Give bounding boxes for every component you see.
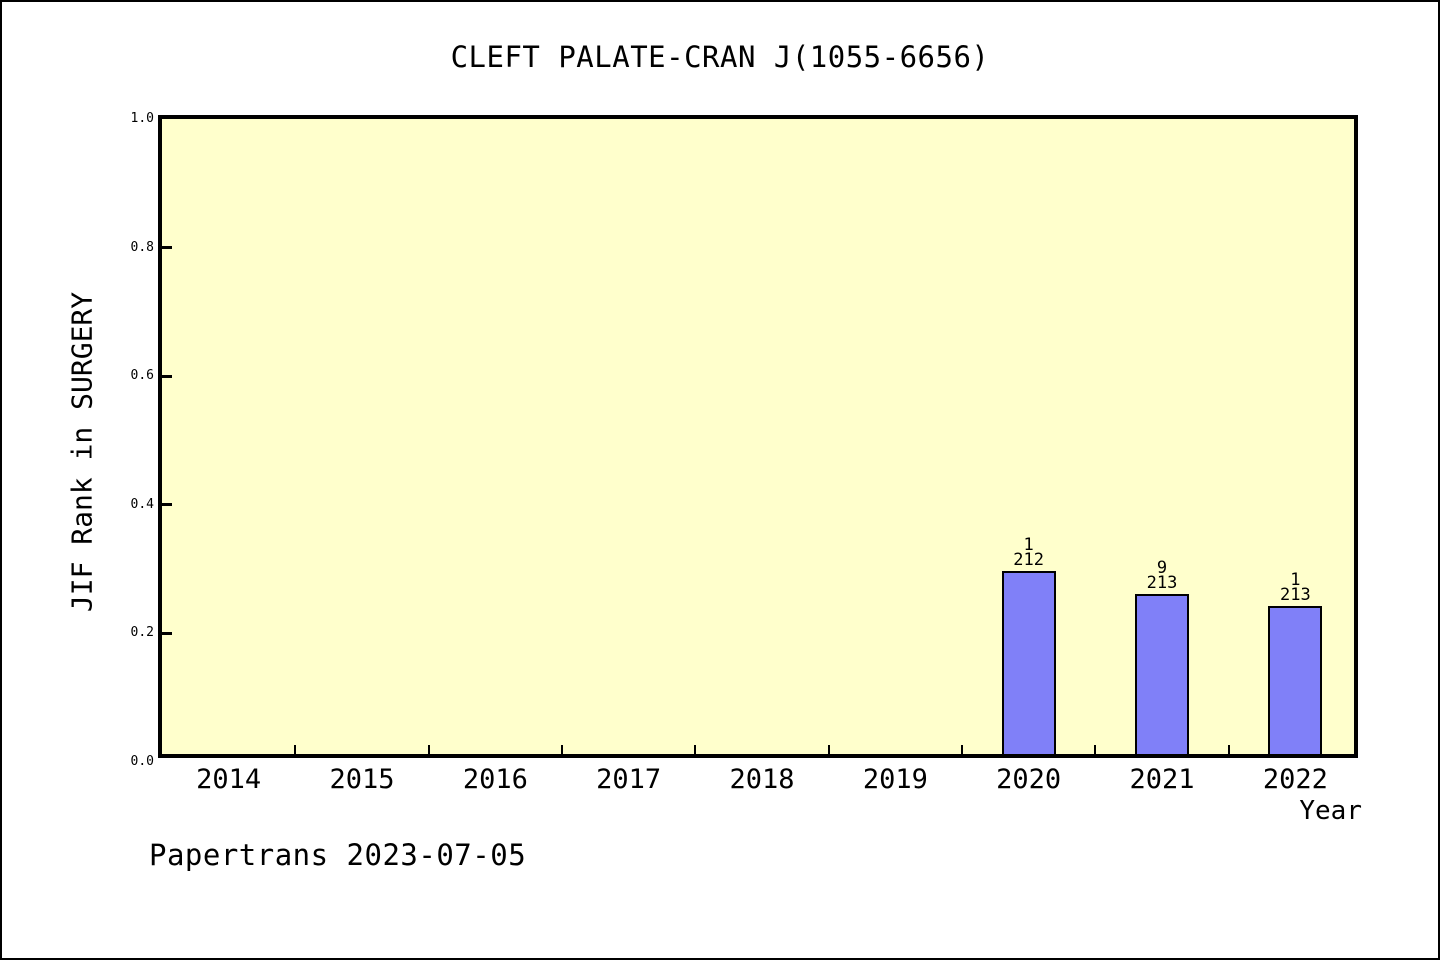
y-tick-mark [162,374,172,378]
bar-label-2020: 1 212 [969,535,1089,570]
y-axis-label: JIF Rank in SURGERY [65,291,99,613]
x-tick-mark [1227,745,1230,754]
bar-label-2021: 9 213 [1102,558,1222,593]
x-tick-mark [694,745,697,754]
x-tick-mark [961,745,963,754]
bar-rank-value: 1 [1290,570,1301,590]
bar-label-2022: 1 213 [1235,570,1355,605]
x-tick-label-2018: 2018 [729,764,795,795]
bar-total-value: 212 [1013,550,1045,570]
x-axis-label: Year [1299,796,1362,826]
x-tick-mark [427,745,430,754]
x-tick-label-2014: 2014 [196,764,262,795]
x-tick-label-2019: 2019 [862,764,928,795]
x-tick-label-2015: 2015 [329,764,395,795]
x-tick-label-2016: 2016 [462,764,528,795]
y-tick-label: 0.6 [130,368,154,384]
y-tick-label: 0.2 [130,625,154,641]
y-tick-mark [162,503,172,507]
x-tick-label-2017: 2017 [596,764,662,795]
x-tick-mark [1094,745,1097,754]
y-tick-label: 0.4 [130,496,154,512]
y-tick-label: 1.0 [130,111,154,126]
x-tick-mark [561,745,563,754]
bar-2020 [1001,571,1056,754]
bar-2021 [1135,594,1189,754]
bar-rank-value: 1 [1023,535,1034,555]
plot-area: 1 212 9 213 1 213 [158,115,1358,758]
y-tick-label: 0.8 [130,239,154,255]
footer-watermark: Papertrans 2023-07-05 [149,838,527,872]
y-tick-mark [162,631,172,635]
x-tick-mark [294,745,297,754]
bar-total-value: 213 [1146,573,1178,593]
x-tick-label-2022: 2022 [1262,764,1328,795]
x-tick-label-2020: 2020 [996,764,1062,795]
y-tick-label: 0.0 [130,754,154,769]
y-tick-mark [162,246,172,250]
x-tick-mark [827,745,830,754]
bar-rank-value: 9 [1156,558,1168,578]
bar-2022 [1268,606,1323,754]
x-tick-label-2021: 2021 [1129,764,1195,795]
chart-title: CLEFT PALATE-CRAN J(1055-6656) [450,40,990,74]
bar-total-value: 213 [1279,585,1311,605]
